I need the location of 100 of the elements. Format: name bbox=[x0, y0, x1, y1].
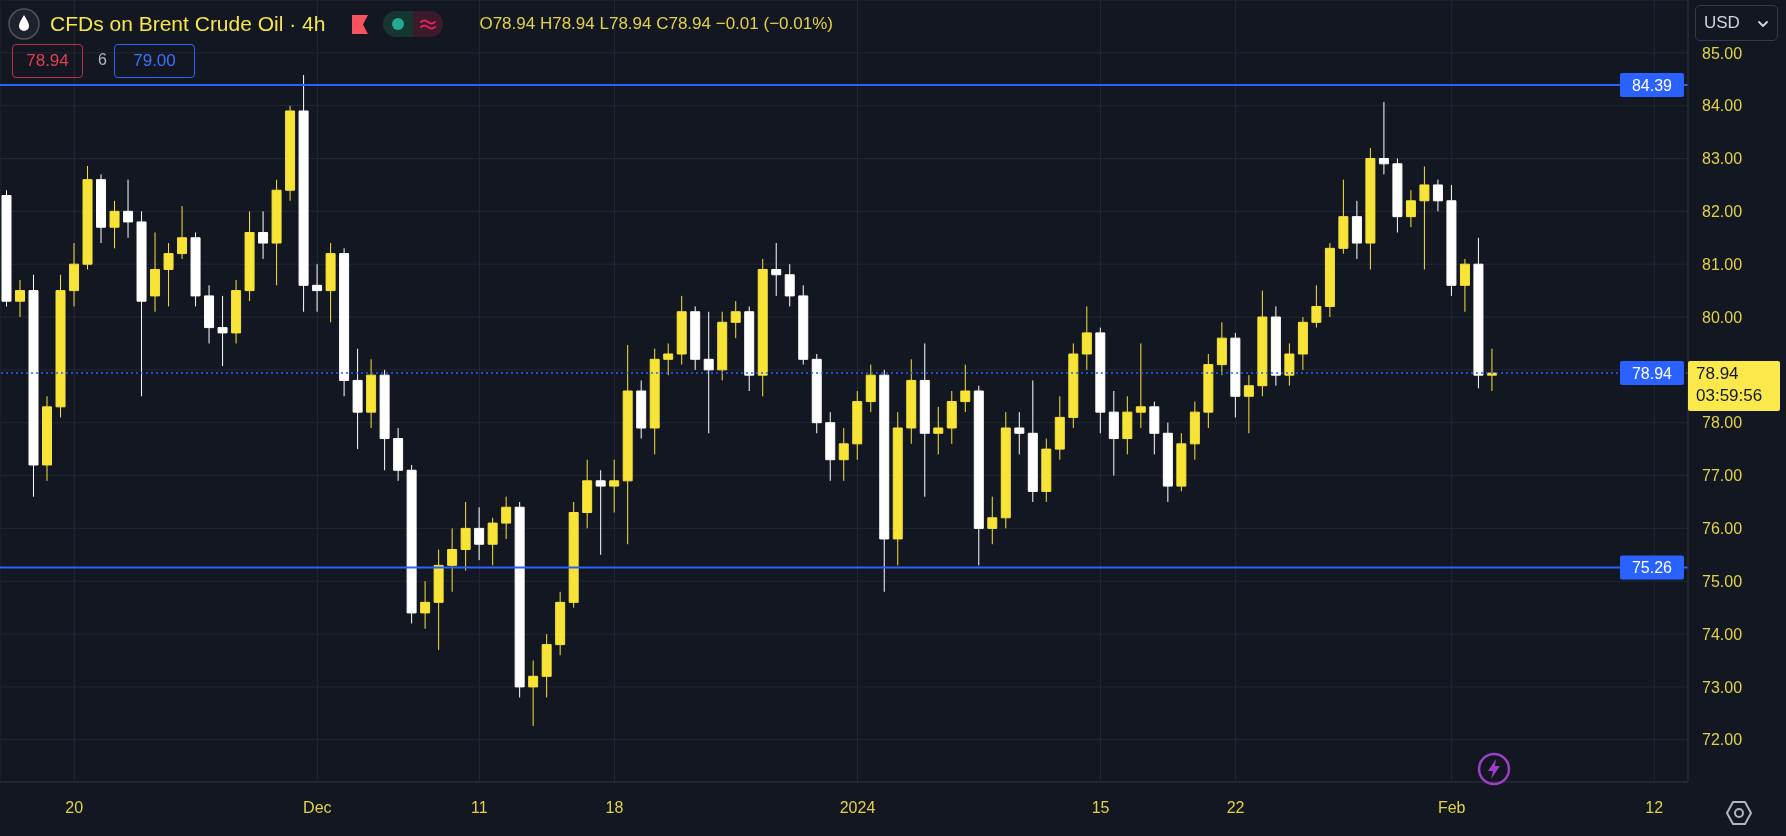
candlestick bbox=[1297, 316, 1308, 371]
candlestick bbox=[663, 342, 674, 376]
annotation: 6 bbox=[98, 51, 107, 68]
candlestick bbox=[771, 242, 782, 297]
candlestick bbox=[163, 242, 174, 307]
candlestick bbox=[1054, 395, 1065, 461]
candlestick bbox=[1473, 237, 1484, 389]
candlestick bbox=[1149, 401, 1160, 455]
candlestick bbox=[1095, 327, 1106, 434]
candlestick bbox=[231, 279, 242, 344]
candlestick bbox=[798, 284, 809, 366]
candlestick bbox=[244, 210, 255, 302]
candlestick bbox=[1405, 189, 1416, 228]
candlestick bbox=[1446, 184, 1457, 297]
candlestick bbox=[474, 506, 485, 561]
candlestick bbox=[1324, 242, 1335, 318]
candlestick bbox=[784, 263, 795, 307]
x-tick-label: 15 bbox=[1091, 799, 1110, 817]
x-tick-label: 20 bbox=[65, 799, 84, 817]
y-tick-label: 84.00 bbox=[1702, 97, 1743, 115]
candlestick bbox=[1230, 332, 1241, 418]
candlestick bbox=[744, 305, 755, 392]
candlestick bbox=[312, 263, 323, 313]
x-tick-label: 11 bbox=[471, 799, 488, 817]
candlestick bbox=[352, 348, 363, 450]
candlestick bbox=[393, 427, 404, 482]
y-tick-label: 74.00 bbox=[1702, 625, 1743, 643]
y-tick-label: 83.00 bbox=[1702, 150, 1743, 168]
candlestick bbox=[636, 379, 647, 440]
candlestick bbox=[541, 633, 552, 698]
candlestick bbox=[649, 348, 660, 455]
y-tick-label: 76.00 bbox=[1702, 520, 1743, 538]
candlestick bbox=[1068, 342, 1079, 429]
candlestick bbox=[676, 295, 687, 366]
candlestick bbox=[420, 580, 431, 630]
x-tick-label: 18 bbox=[605, 799, 624, 817]
candlestick bbox=[109, 200, 120, 249]
candlestick bbox=[757, 258, 768, 397]
candlestick bbox=[555, 591, 566, 656]
candlestick bbox=[150, 231, 161, 313]
candlestick bbox=[1284, 342, 1295, 387]
candlestick bbox=[96, 173, 107, 244]
candlestick bbox=[1122, 395, 1133, 455]
candlestick bbox=[973, 385, 984, 566]
candlestick bbox=[1243, 374, 1254, 434]
candlestick bbox=[1459, 258, 1470, 313]
candlestick bbox=[1027, 379, 1038, 503]
candlestick bbox=[1365, 147, 1376, 270]
candlestick bbox=[501, 496, 512, 540]
candlestick bbox=[582, 459, 593, 529]
y-tick-label: 85.00 bbox=[1702, 44, 1743, 62]
candlestick bbox=[1135, 342, 1146, 429]
candlestick bbox=[1270, 305, 1281, 387]
candlestick bbox=[1338, 179, 1349, 255]
candlestick bbox=[1000, 411, 1011, 529]
y-tick-label: 81.00 bbox=[1702, 255, 1743, 273]
x-tick-label: 2024 bbox=[839, 799, 876, 817]
candlestick bbox=[825, 411, 836, 482]
x-tick-label: Feb bbox=[1437, 799, 1466, 817]
candlestick bbox=[204, 284, 215, 344]
buy-price-box: 79.00 bbox=[114, 44, 195, 78]
candlestick bbox=[366, 358, 377, 429]
candlestick bbox=[1014, 411, 1025, 455]
candlestick bbox=[15, 279, 25, 318]
candlestick bbox=[69, 242, 80, 307]
price-tag: 78.94 03:59:56 bbox=[1688, 361, 1780, 412]
candlestick bbox=[1203, 353, 1214, 429]
candlestick bbox=[865, 364, 876, 413]
candlestick bbox=[285, 105, 296, 202]
y-tick-label: 77.00 bbox=[1702, 467, 1743, 485]
x-tick-label: 22 bbox=[1226, 799, 1245, 817]
candlestick bbox=[406, 464, 417, 624]
candlestick bbox=[339, 247, 350, 397]
candlestick bbox=[1176, 432, 1187, 492]
candlestick bbox=[1351, 200, 1362, 260]
candlestick bbox=[42, 395, 53, 482]
ref-line-label: 75.26 bbox=[1631, 558, 1673, 576]
candlestick bbox=[622, 344, 633, 545]
price-tag: 84.39 bbox=[1620, 73, 1684, 98]
annotation: 79.00 bbox=[133, 51, 176, 71]
candlestick bbox=[379, 369, 390, 471]
currency-dropdown: USD bbox=[1695, 5, 1778, 41]
candlestick bbox=[960, 364, 971, 413]
candlestick bbox=[460, 501, 471, 572]
candlestick bbox=[919, 342, 930, 498]
candlestick bbox=[730, 300, 741, 339]
annotation: 78.94 bbox=[26, 51, 69, 71]
candlestick bbox=[271, 179, 282, 286]
candlestick bbox=[1378, 101, 1389, 175]
candlestick bbox=[528, 659, 539, 727]
candlestick bbox=[838, 427, 849, 482]
candlestick bbox=[933, 406, 944, 455]
candlestick bbox=[447, 527, 458, 593]
candlestick bbox=[433, 549, 444, 651]
candlestick bbox=[190, 231, 201, 307]
y-tick-label: 80.00 bbox=[1702, 308, 1743, 326]
candlestick bbox=[1108, 390, 1119, 477]
candlestick bbox=[298, 74, 309, 313]
candlestick bbox=[514, 501, 525, 698]
ref-line-label: 84.39 bbox=[1631, 76, 1673, 94]
